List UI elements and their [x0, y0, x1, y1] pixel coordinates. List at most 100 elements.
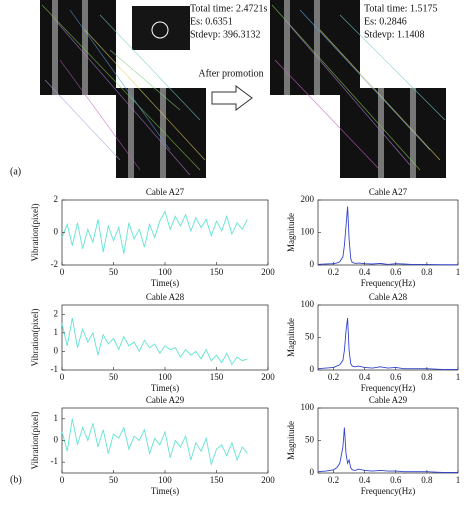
- arrow-label: After promotion: [198, 68, 263, 79]
- chart-title: Cable A28: [146, 292, 185, 302]
- y-tick-label: 2: [54, 308, 59, 318]
- chart-title: Cable A27: [146, 187, 185, 197]
- x-tick-label: 0.4: [359, 475, 371, 485]
- y-tick-label: 200: [301, 194, 315, 204]
- image-strip: [378, 88, 384, 178]
- stdevp: Stdevp: 1.1408: [364, 29, 425, 40]
- stdevp: Stdevp: 396.3132: [190, 29, 261, 40]
- panel-label: (b): [10, 474, 22, 485]
- es: Es: 0.6351: [190, 16, 233, 27]
- data-line: [61, 317, 248, 366]
- plot-frame: [61, 407, 269, 474]
- y-tick-label: 0: [54, 345, 59, 355]
- image: [340, 88, 446, 178]
- inset: [132, 6, 190, 50]
- x-tick-label: 1: [456, 267, 461, 277]
- y-tick-label: -2: [51, 259, 59, 269]
- y-tick-label: -1: [51, 364, 59, 374]
- image: [40, 0, 116, 95]
- image-strip: [160, 88, 166, 178]
- total-time: Total time: 1.5175: [364, 3, 437, 14]
- data-line: [61, 210, 248, 254]
- x-tick-label: 150: [210, 372, 224, 382]
- x-tick-label: 0: [60, 372, 65, 382]
- x-axis-label: Frequency(Hz): [361, 486, 415, 496]
- image-strip: [410, 88, 416, 178]
- arrow: [211, 85, 253, 111]
- x-tick-label: 0.6: [390, 475, 402, 485]
- y-tick-label: 0: [310, 364, 315, 374]
- es: Es: 0.2846: [364, 16, 407, 27]
- y-axis-label: Vibration(pixel): [30, 309, 40, 367]
- x-axis-label: Time(s): [151, 278, 179, 288]
- y-axis-label: Vibration(pixel): [30, 412, 40, 470]
- x-tick-label: 100: [158, 475, 172, 485]
- y-tick-label: 1: [54, 413, 59, 423]
- y-tick-label: 0: [310, 259, 315, 269]
- x-tick-label: 0.4: [359, 372, 371, 382]
- chart-title: Cable A28: [369, 292, 408, 302]
- image-strip: [52, 0, 58, 95]
- x-tick-label: 0.8: [421, 267, 433, 277]
- x-tick-label: 0: [60, 475, 65, 485]
- plot-frame: [317, 304, 459, 371]
- x-tick-label: 200: [261, 475, 275, 485]
- x-tick-label: 100: [158, 267, 172, 277]
- panel-label: (a): [10, 166, 21, 177]
- x-tick-label: 50: [109, 267, 119, 277]
- x-tick-label: 200: [261, 267, 275, 277]
- data-line: [317, 427, 458, 473]
- x-tick-label: 0.2: [328, 372, 339, 382]
- plot-frame: [61, 304, 269, 371]
- x-tick-label: 100: [158, 372, 172, 382]
- image-strip: [82, 0, 88, 95]
- x-axis-label: Time(s): [151, 383, 179, 393]
- x-tick-label: 0.4: [359, 267, 371, 277]
- x-tick-label: 200: [261, 372, 275, 382]
- plot-frame: [317, 407, 459, 474]
- y-tick-label: 0: [54, 227, 59, 237]
- x-tick-label: 0.2: [328, 267, 339, 277]
- x-tick-label: 150: [210, 267, 224, 277]
- y-tick-label: 100: [301, 299, 315, 309]
- x-tick-label: 0.8: [421, 475, 433, 485]
- x-tick-label: 0.6: [390, 372, 402, 382]
- x-tick-label: 0.6: [390, 267, 402, 277]
- inset-circle: [151, 21, 169, 39]
- x-tick-label: 1: [456, 372, 461, 382]
- match-lines: [271, 4, 446, 171]
- x-tick-label: 0: [60, 267, 65, 277]
- y-tick-label: 0: [310, 467, 315, 477]
- total-time: Total time: 2.4721s: [190, 3, 267, 14]
- x-tick-label: 150: [210, 475, 224, 485]
- plot-frame: [317, 199, 459, 266]
- chart-title: Cable A29: [369, 395, 408, 405]
- plot-frame: [61, 199, 269, 266]
- y-tick-label: 50: [305, 435, 315, 445]
- y-tick-label: 0: [54, 435, 59, 445]
- x-axis-label: Frequency(Hz): [361, 278, 415, 288]
- image-strip: [128, 88, 134, 178]
- y-tick-label: 50: [305, 332, 315, 342]
- x-axis-label: Frequency(Hz): [361, 383, 415, 393]
- x-tick-label: 0.2: [328, 475, 339, 485]
- y-tick-label: 1: [54, 327, 59, 337]
- y-axis-label: Vibration(pixel): [30, 204, 40, 262]
- chart-title: Cable A29: [146, 395, 185, 405]
- y-axis-label: Magnitude: [286, 421, 296, 460]
- y-tick-label: 2: [54, 194, 59, 204]
- x-tick-label: 1: [456, 475, 461, 485]
- y-tick-label: -1: [51, 456, 59, 466]
- x-axis-label: Time(s): [151, 486, 179, 496]
- image-strip: [314, 0, 320, 95]
- image-strip: [284, 0, 290, 95]
- x-tick-label: 0.8: [421, 372, 433, 382]
- chart-title: Cable A27: [369, 187, 408, 197]
- data-line: [61, 418, 248, 467]
- y-tick-label: 100: [301, 402, 315, 412]
- data-line: [317, 206, 458, 266]
- y-axis-label: Magnitude: [286, 318, 296, 357]
- x-tick-label: 50: [109, 475, 119, 485]
- match-lines: [41, 4, 206, 176]
